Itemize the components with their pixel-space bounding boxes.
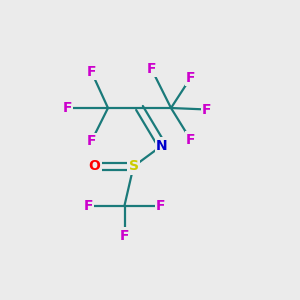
Text: F: F [156, 199, 165, 212]
Text: O: O [88, 160, 101, 173]
Text: F: F [87, 134, 96, 148]
Text: N: N [156, 139, 168, 152]
Text: F: F [84, 199, 93, 212]
Text: F: F [147, 62, 156, 76]
Text: S: S [128, 160, 139, 173]
Text: F: F [186, 71, 195, 85]
Text: F: F [202, 103, 212, 116]
Text: F: F [87, 65, 96, 79]
Text: F: F [186, 133, 195, 146]
Text: F: F [120, 229, 129, 242]
Text: F: F [63, 101, 72, 115]
